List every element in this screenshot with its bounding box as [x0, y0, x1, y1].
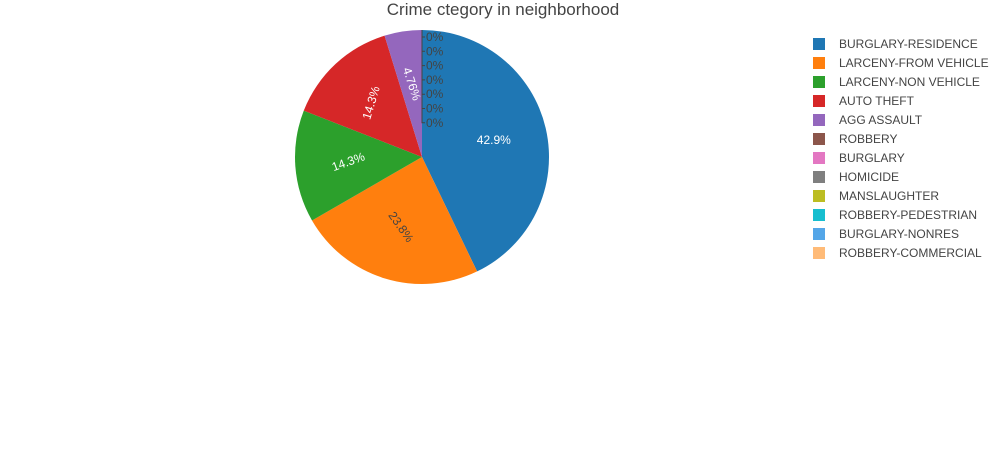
slice-label-robbery-pedestrian: 0% — [426, 87, 444, 101]
legend-swatch-burglary[interactable] — [813, 152, 825, 164]
pie-slice-agg-assault[interactable] — [384, 30, 422, 157]
legend-swatch-larceny-from-vehicle[interactable] — [813, 57, 825, 69]
pie-slice-larceny-from-vehicle[interactable] — [312, 157, 478, 284]
legend-swatch-robbery-commercial[interactable] — [813, 247, 825, 259]
slice-label-manslaughter: 0% — [426, 73, 444, 87]
legend-label-burglary-residence[interactable]: BURGLARY-RESIDENCE — [839, 37, 978, 51]
legend-label-larceny-non-vehicle[interactable]: LARCENY-NON VEHICLE — [839, 75, 980, 89]
zero-slice-labels: 0%0%0%0%0%0%0% — [421, 30, 444, 130]
pie-slice-larceny-non-vehicle[interactable] — [295, 110, 422, 221]
legend-swatch-auto-theft[interactable] — [813, 95, 825, 107]
pie-slices — [295, 30, 549, 284]
legend-label-homicide[interactable]: HOMICIDE — [839, 170, 899, 184]
legend-label-larceny-from-vehicle[interactable]: LARCENY-FROM VEHICLE — [839, 56, 989, 70]
legend-swatch-larceny-non-vehicle[interactable] — [813, 76, 825, 88]
legend-swatch-burglary-residence[interactable] — [813, 38, 825, 50]
legend-label-manslaughter[interactable]: MANSLAUGHTER — [839, 189, 939, 203]
legend-swatch-manslaughter[interactable] — [813, 190, 825, 202]
slice-label-burglary-nonres: 0% — [426, 102, 444, 116]
chart-title: Crime ctegory in neighborhood — [387, 0, 619, 19]
legend-swatch-robbery-pedestrian[interactable] — [813, 209, 825, 221]
slice-label-homicide: 0% — [426, 59, 444, 73]
legend: BURGLARY-RESIDENCE LARCENY-FROM VEHICLE LA… — [813, 37, 989, 260]
legend-label-robbery[interactable]: ROBBERY — [839, 132, 897, 146]
slice-label-burglary: 0% — [426, 44, 444, 58]
pie-slice-burglary-residence[interactable] — [422, 30, 549, 272]
slice-label-robbery-commercial: 0% — [426, 116, 444, 130]
legend-label-burglary-nonres[interactable]: BURGLARY-NONRES — [839, 227, 959, 241]
slice-label-robbery: 0% — [426, 30, 444, 44]
legend-swatch-burglary-nonres[interactable] — [813, 228, 825, 240]
legend-label-agg-assault[interactable]: AGG ASSAULT — [839, 113, 923, 127]
legend-label-burglary[interactable]: BURGLARY — [839, 151, 905, 165]
legend-label-auto-theft[interactable]: AUTO THEFT — [839, 94, 915, 108]
leader-line-robbery-commercial — [421, 30, 425, 124]
pie-slice-auto-theft[interactable] — [303, 35, 422, 157]
legend-swatch-agg-assault[interactable] — [813, 114, 825, 126]
legend-label-robbery-pedestrian[interactable]: ROBBERY-PEDESTRIAN — [839, 208, 977, 222]
legend-swatch-robbery[interactable] — [813, 133, 825, 145]
legend-label-robbery-commercial[interactable]: ROBBERY-COMMERCIAL — [839, 246, 982, 260]
slice-label-burglary-residence: 42.9% — [477, 133, 511, 147]
legend-swatch-homicide[interactable] — [813, 171, 825, 183]
